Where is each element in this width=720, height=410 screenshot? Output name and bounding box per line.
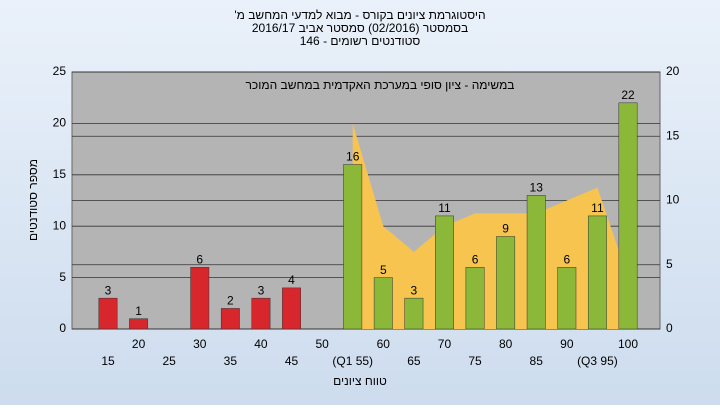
x-tick-label: 30 (193, 337, 207, 351)
x-tick-label: 70 (438, 337, 452, 351)
data-label: 11 (591, 201, 604, 215)
data-label: 3 (411, 283, 418, 297)
bar (465, 267, 485, 330)
chart-title: 'היסטוגרמת ציונים בקורס - מבוא למדעי המח… (234, 8, 485, 22)
data-label: 3 (258, 283, 265, 297)
x-tick-label: 35 (224, 354, 238, 368)
data-label: 3 (105, 283, 112, 297)
bar (190, 267, 210, 330)
x-tick-label: 50 (315, 337, 329, 351)
data-label: 5 (380, 263, 387, 277)
y2-tick-label: 10 (666, 193, 680, 207)
bar (343, 164, 363, 330)
data-label: 9 (502, 222, 509, 236)
bar (220, 308, 240, 330)
data-label: 4 (288, 273, 295, 287)
x-tick-label: 20 (132, 337, 146, 351)
x-tick-label: (Q1 55) (332, 354, 373, 368)
annotation: במשימה - ציון סופי במערכת האקדמית במחשב … (246, 78, 515, 92)
data-label: 22 (621, 88, 635, 102)
bar (373, 277, 393, 330)
x-tick-label: (Q3 95) (577, 354, 618, 368)
x-tick-label: 15 (101, 354, 115, 368)
bar (618, 102, 638, 330)
x-tick-label: 25 (162, 354, 176, 368)
y-tick-label: 20 (53, 116, 67, 130)
bar (435, 215, 454, 330)
data-label: 2 (227, 294, 234, 308)
data-label: 6 (196, 252, 203, 266)
data-label: 6 (472, 252, 479, 266)
y2-tick-label: 20 (666, 64, 680, 78)
y-axis-label: מספר סטודנטים (26, 159, 40, 241)
x-axis-label: טווח ציונים (333, 374, 387, 388)
y-tick-label: 10 (53, 218, 67, 232)
data-label: 1 (135, 304, 142, 318)
bar (282, 287, 301, 330)
y-tick-label: 15 (53, 167, 67, 181)
x-tick-label: 90 (560, 337, 574, 351)
bar (404, 297, 424, 330)
y-tick-label: 25 (53, 64, 67, 78)
y2-tick-label: 5 (666, 257, 673, 271)
bar (98, 297, 118, 330)
x-tick-label: 60 (377, 337, 391, 351)
data-label: 11 (438, 201, 451, 215)
x-tick-label: 85 (530, 354, 544, 368)
x-tick-label: 40 (254, 337, 268, 351)
x-tick-label: 75 (468, 354, 482, 368)
y2-tick-label: 15 (666, 128, 680, 142)
x-tick-label: 45 (285, 354, 299, 368)
x-tick-label: 80 (499, 337, 513, 351)
data-label: 13 (530, 181, 544, 195)
bar (251, 297, 271, 330)
data-label: 6 (563, 252, 570, 266)
x-tick-label: 65 (407, 354, 421, 368)
y-tick-label: 0 (59, 321, 66, 335)
subtitle: בסמסטר (02/2016) סמסטר אביב 2016/17 (252, 21, 468, 35)
y2-tick-label: 0 (666, 321, 673, 335)
bar (587, 215, 607, 330)
bar (557, 267, 577, 330)
bar (526, 195, 546, 330)
y-tick-label: 5 (59, 270, 66, 284)
bar (496, 236, 516, 330)
subtitle: סטודנטים רשומים - 146 (300, 34, 421, 48)
x-tick-label: 100 (618, 337, 638, 351)
data-label: 16 (346, 150, 360, 164)
bar (129, 318, 149, 330)
